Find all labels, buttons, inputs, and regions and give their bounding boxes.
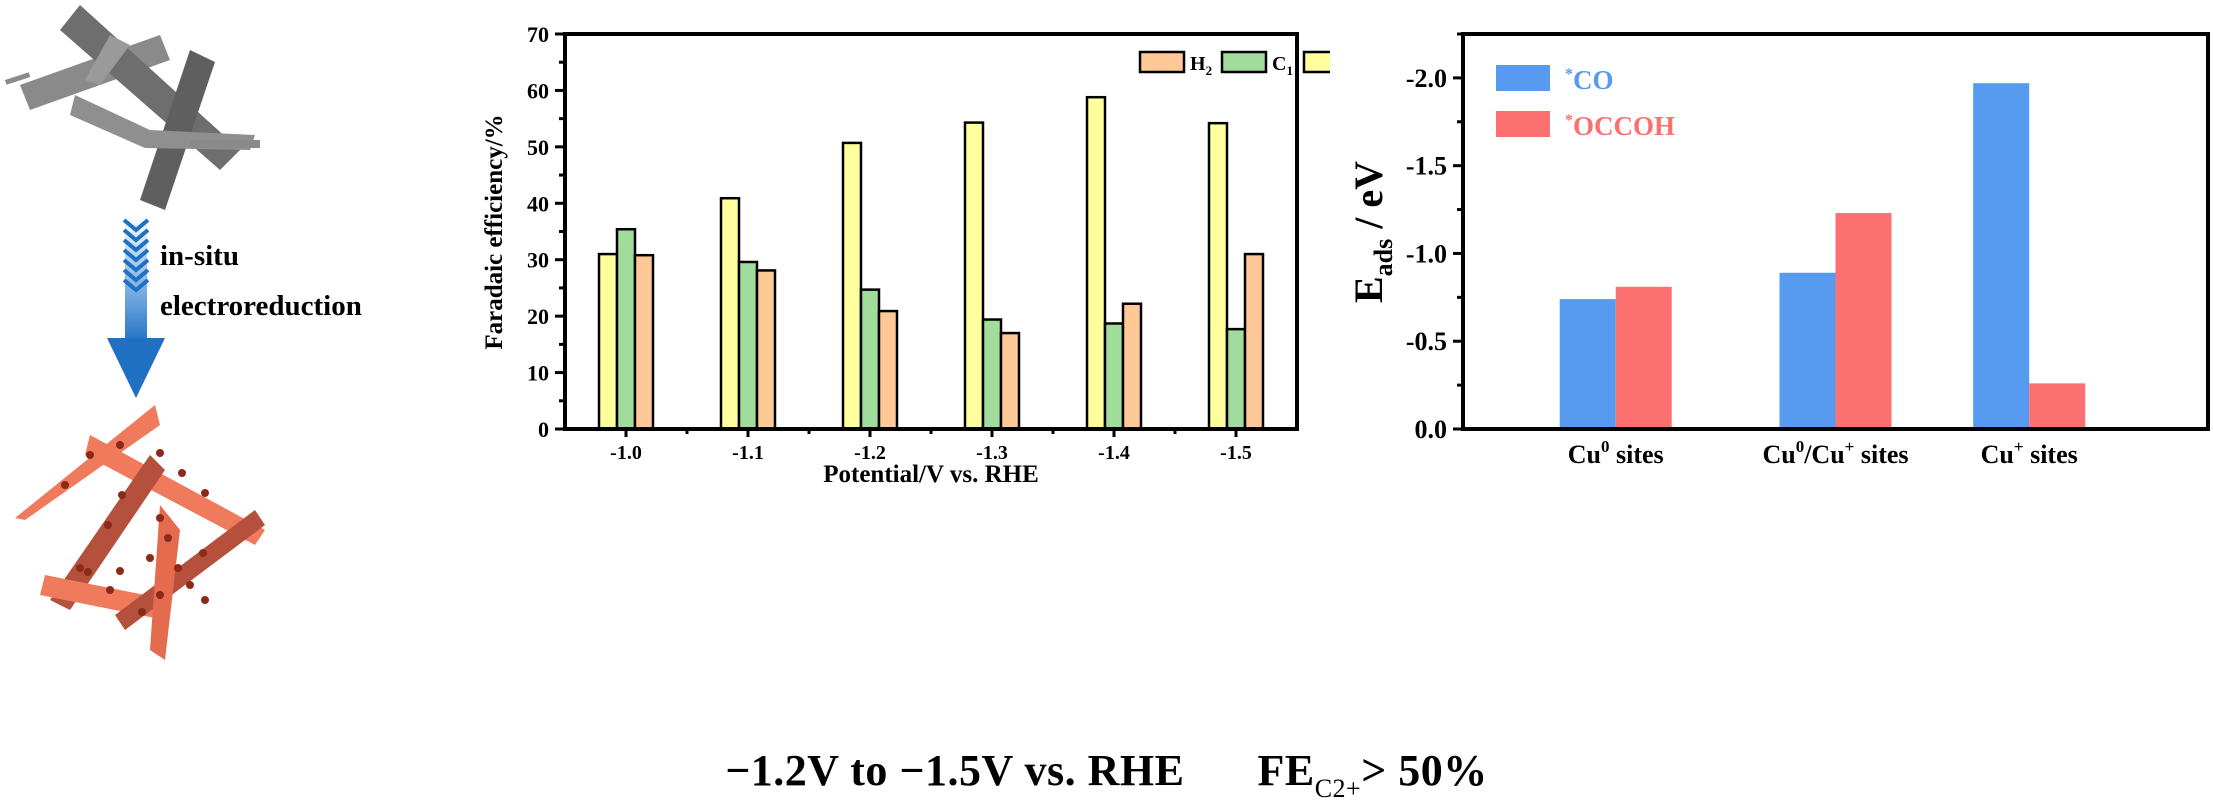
fe-legend-label-h2: H2 <box>1190 53 1212 78</box>
fe-legend-label-c1: C1 <box>1272 53 1293 78</box>
fe-y-tick-label: 40 <box>527 191 549 216</box>
ea-legend: *CO *OCCOH <box>1496 65 1675 141</box>
fe-bar-c1--1.1 <box>737 260 759 431</box>
fe-x-tick-label: -1.5 <box>1220 442 1252 464</box>
fe-bar-h2--1.4 <box>1121 302 1143 431</box>
fe-bar-c1--1.4 <box>1103 322 1125 431</box>
fe-y-tick-label: 50 <box>527 135 549 160</box>
ea-bar-occoh-2 <box>2029 383 2086 429</box>
fe-x-tick-label: -1.3 <box>976 442 1008 464</box>
fe-y-tick-label: 0 <box>538 417 549 442</box>
fe-bar-h2--1.0 <box>633 253 655 431</box>
fe-bar-c2plus--1.5 <box>1207 121 1229 431</box>
fe-legend: H2C1C2+ <box>1138 50 1382 78</box>
fe-x-tick-label: -1.2 <box>854 442 886 464</box>
caption-fe-value: > 50% <box>1361 746 1488 795</box>
process-step-line2: electroreduction <box>160 290 362 322</box>
ea-legend-label-co: *CO <box>1565 65 1614 95</box>
fe-y-tick-label: 20 <box>527 304 549 329</box>
ea-bar-occoh-1 <box>1835 213 1892 429</box>
process-arrow-icon <box>107 215 165 398</box>
process-step-line1: in-situ <box>160 240 239 272</box>
ea-y-label-unit: / eV <box>1346 161 1391 239</box>
fe-bar-h2--1.2 <box>877 309 899 431</box>
fe-bar-h2--1.1 <box>755 269 777 431</box>
fe-bar-c2plus--1.2 <box>841 141 863 431</box>
adsorption-energy-chart: 0.0 -0.5 -1.0 -1.5 -2.0 Cu0 sites Cu0/Cu+ sit… <box>1330 0 2213 700</box>
caption-fe-label: FE <box>1257 746 1315 795</box>
ea-y-label-main: E <box>1346 276 1391 303</box>
fe-y-tick-label: 10 <box>527 361 549 386</box>
ea-x-tick-label: Cu+ sites <box>1981 437 2078 469</box>
fe-bar-c2plus--1.1 <box>719 196 741 431</box>
fe-legend-swatch-h2 <box>1138 50 1186 74</box>
ea-bar-co-1 <box>1779 272 1836 429</box>
fe-y-tick-label: 70 <box>527 22 549 47</box>
ea-legend-swatch-occoh <box>1496 111 1550 137</box>
fe-bar-c1--1.5 <box>1225 327 1247 431</box>
ea-y-tick-label: -1.5 <box>1406 152 1447 181</box>
fe-y-axis-label: Faradaic efficiency/% <box>481 114 508 349</box>
fe-x-tick-label: -1.0 <box>610 442 642 464</box>
ea-bar-co-2 <box>1973 83 2030 430</box>
caption-fe-subscript: C2+ <box>1314 774 1362 803</box>
ea-y-tick-label: -0.5 <box>1406 327 1447 356</box>
ea-y-label-sub: ads <box>1369 239 1398 277</box>
ea-x-tick-label: Cu0/Cu+ sites <box>1762 437 1908 469</box>
fe-bar-h2--1.3 <box>999 331 1021 431</box>
fe-y-tick-label: 30 <box>527 248 549 273</box>
ea-bar-co-0 <box>1559 299 1616 429</box>
fe-bar-c2plus--1.4 <box>1085 95 1107 431</box>
ea-y-tick-label: 0.0 <box>1415 415 1448 444</box>
precursor-nanosheets-icon <box>5 5 260 210</box>
ea-bar-occoh-0 <box>1615 286 1672 429</box>
adsorption-energy-svg: 0.0 -0.5 -1.0 -1.5 -2.0 Cu0 sites Cu0/Cu+ sit… <box>1346 32 2210 469</box>
ea-plot-frame <box>1461 32 2210 431</box>
fe-x-tick-label: -1.4 <box>1098 442 1130 464</box>
ea-y-tick-label: -2.0 <box>1406 64 1447 93</box>
fe-bar-h2--1.5 <box>1243 252 1265 431</box>
fe-bar-c1--1.3 <box>981 318 1003 431</box>
fe-bar-c2plus--1.0 <box>597 252 619 431</box>
ea-y-axis-label: Eads / eV <box>1346 161 1398 303</box>
fe-bar-c1--1.2 <box>859 288 881 431</box>
faradaic-efficiency-chart: 0 10 20 30 40 50 60 70 -1.0 -1.1 -1.2 -1.3 -1.4 -1.5… <box>470 0 1382 700</box>
ea-legend-label-occoh: *OCCOH <box>1565 111 1675 141</box>
caption-potential-range: −1.2V to −1.5V vs. RHE <box>725 746 1185 795</box>
ea-legend-swatch-co <box>1496 65 1550 91</box>
schematic-panel: in-situ electroreduction <box>0 0 430 680</box>
fe-x-axis-label: Potential/V vs. RHE <box>823 461 1039 488</box>
ea-y-tick-label: -1.0 <box>1406 239 1447 268</box>
fe-legend-swatch-c2plus <box>1302 50 1350 74</box>
copper-nanosheets-icon <box>15 405 265 660</box>
fe-legend-swatch-c1 <box>1220 50 1268 74</box>
ea-x-tick-label: Cu0 sites <box>1568 437 1664 469</box>
fe-bar-c2plus--1.3 <box>963 121 985 431</box>
caption: −1.2V to −1.5V vs. RHE FEC2+> 50% <box>0 745 2213 804</box>
fe-x-tick-label: -1.1 <box>732 442 764 464</box>
fe-bar-c1--1.0 <box>615 227 637 431</box>
fe-plot-frame <box>563 32 1299 431</box>
fe-y-tick-label: 60 <box>527 78 549 103</box>
faradaic-efficiency-svg: 0 10 20 30 40 50 60 70 -1.0 -1.1 -1.2 -1.3 -1.4 -1.5… <box>481 22 1382 488</box>
schematic-svg <box>5 5 265 660</box>
